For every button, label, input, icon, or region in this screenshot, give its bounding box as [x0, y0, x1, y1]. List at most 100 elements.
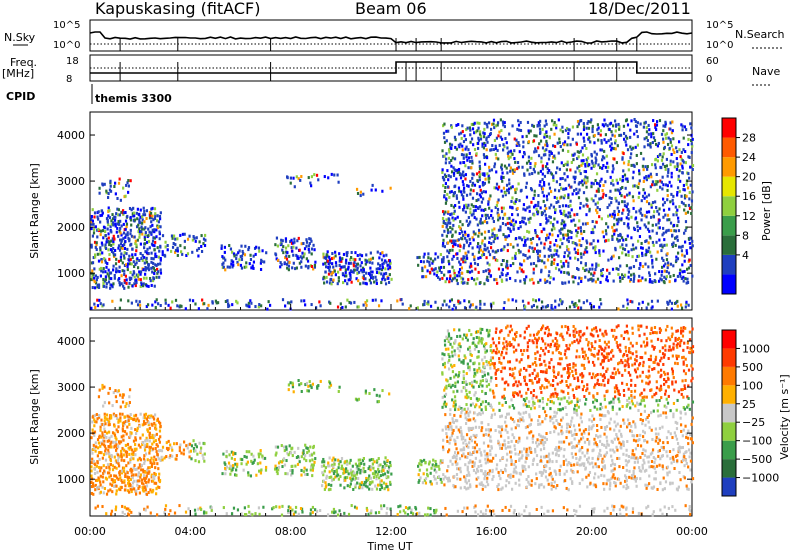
power-echo-cell [677, 220, 679, 223]
power-echo-cell [525, 244, 527, 247]
power-echo-cell [580, 232, 582, 235]
velocity-echo-cell [108, 455, 110, 458]
velocity-echo-cell [478, 398, 480, 401]
power-echo-cell [489, 253, 491, 256]
power-echo-cell [467, 166, 469, 169]
power-echo-cell [547, 259, 549, 262]
power-echo-cell [581, 180, 583, 183]
power-echo-cell [638, 275, 640, 278]
power-echo-cell [466, 254, 468, 257]
power-echo-cell [478, 251, 480, 254]
power-echo-cell [533, 268, 535, 271]
power-echo-cell [631, 255, 633, 258]
velocity-echo-cell [118, 440, 120, 443]
power-echo-cell [636, 130, 638, 133]
power-echo-cell [687, 186, 689, 189]
velocity-echo-cell [176, 454, 178, 457]
power-echo-cell [602, 193, 604, 196]
power-echo-cell [156, 276, 158, 279]
power-echo-cell [669, 147, 671, 150]
power-echo-cell [293, 241, 295, 244]
power-echo-cell [622, 209, 624, 212]
velocity-echo-cell [478, 339, 480, 342]
power-echo-cell [138, 227, 140, 230]
power-echo-cell [475, 205, 477, 208]
power-echo-cell [338, 279, 340, 282]
power-echo-cell [686, 249, 688, 252]
power-echo-cell [554, 145, 556, 148]
power-echo-cell [670, 193, 672, 196]
power-echo-cell [517, 244, 519, 247]
power-echo-cell [530, 157, 532, 160]
power-echo-cell [510, 243, 512, 246]
power-echo-cell [617, 206, 619, 209]
velocity-echo-cell [192, 439, 194, 442]
velocity-echo-cell [452, 429, 454, 432]
power-echo-cell [569, 168, 571, 171]
power-echo-cell [683, 208, 685, 211]
power-echo-cell [480, 209, 482, 212]
velocity-echo-cell [417, 465, 419, 468]
power-echo-cell [124, 247, 126, 250]
velocity-echo-cell [441, 371, 443, 374]
velocity-echo-cell [449, 422, 451, 425]
power-echo-cell [277, 259, 279, 262]
velocity-echo-cell [330, 476, 332, 479]
power-echo-cell [641, 252, 643, 255]
power-echo-cell [237, 263, 239, 266]
power-echo-cell [266, 308, 268, 311]
velocity-echo-cell [297, 447, 299, 450]
velocity-echo-cell [151, 462, 153, 465]
power-echo-cell [447, 178, 449, 181]
velocity-echo-cell [250, 474, 252, 477]
velocity-echo-cell [139, 437, 141, 440]
power-echo-cell [494, 162, 496, 165]
power-echo-cell [623, 161, 625, 164]
velocity-echo-cell [444, 344, 446, 347]
power-echo-cell [443, 256, 445, 259]
power-echo-cell [689, 122, 691, 125]
power-echo-cell [552, 223, 554, 226]
power-echo-cell [109, 189, 111, 192]
velocity-echo-cell [377, 468, 379, 471]
power-echo-cell [562, 149, 564, 152]
power-echo-cell [681, 249, 683, 252]
power-echo-cell [548, 255, 550, 258]
power-echo-cell [642, 301, 644, 304]
power-echo-cell [535, 299, 537, 302]
velocity-echo-cell [443, 353, 445, 356]
power-echo-cell [671, 153, 673, 156]
power-echo-cell [466, 153, 468, 156]
power-echo-cell [282, 298, 284, 301]
velocity-echo-cell [103, 443, 105, 446]
power-echo-cell [678, 246, 680, 249]
power-echo-cell [290, 177, 292, 180]
power-echo-cell [637, 135, 639, 138]
power-colorbar-label-text: 4 [742, 249, 749, 262]
power-echo-cell [560, 232, 562, 235]
velocity-echo-cell [463, 370, 465, 373]
power-echo-cell [474, 232, 476, 235]
velocity-echo-cell [469, 382, 471, 385]
power-echo-cell [607, 239, 609, 242]
power-echo-cell [253, 261, 255, 264]
velocity-echo-cell [141, 478, 143, 481]
velocity-echo-cell [115, 414, 117, 417]
power-echo-cell [307, 265, 309, 268]
velocity-echo-cell [171, 455, 173, 458]
power-echo-cell [486, 221, 488, 224]
velocity-echo-cell [452, 370, 454, 373]
power-echo-cell [329, 302, 331, 305]
power-echo-cell [447, 228, 449, 231]
velocity-echo-cell [106, 413, 108, 416]
power-colorbar-label: Power [dB] [760, 181, 773, 241]
power-echo-cell [474, 122, 476, 125]
power-echo-cell [274, 243, 276, 246]
power-echo-cell [677, 186, 679, 189]
velocity-echo-cell [466, 372, 468, 375]
power-echo-cell [517, 227, 519, 230]
power-echo-cell [447, 210, 449, 213]
velocity-echo-cell [320, 380, 322, 383]
power-echo-cell [515, 220, 517, 223]
power-echo-cell [329, 266, 331, 269]
